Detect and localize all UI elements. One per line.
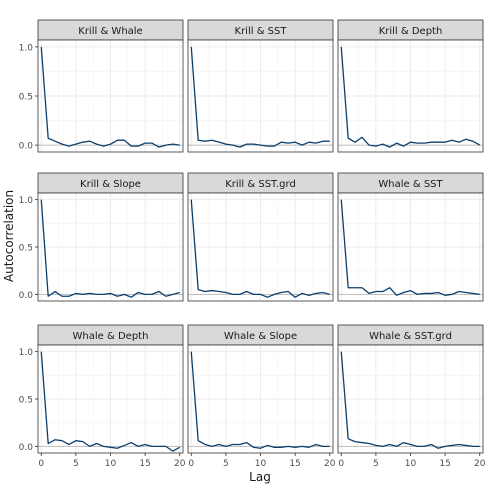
x-tick-label: 5	[223, 459, 229, 469]
y-tick-label: 0.0	[19, 443, 34, 453]
panel-border	[187, 192, 334, 302]
x-tick-label: 15	[289, 459, 300, 469]
series-line	[190, 46, 330, 148]
y-tick-label: 0.5	[19, 244, 33, 254]
panel-border	[187, 39, 334, 153]
y-tick-label: 0.0	[19, 142, 34, 152]
series-line	[340, 351, 480, 449]
x-axis-title: Lag	[249, 470, 271, 484]
facet-title: Whale & SST.grd	[369, 331, 452, 342]
facet-title: Krill & Whale	[78, 26, 142, 37]
x-tick-label: 20	[174, 459, 186, 469]
y-tick-label: 0.0	[19, 291, 34, 301]
series-line	[340, 46, 481, 148]
y-tick-label: 1.0	[19, 43, 34, 53]
x-tick-label: 5	[373, 459, 379, 469]
y-tick-label: 1.0	[19, 196, 34, 206]
series-line	[40, 46, 180, 148]
x-tick-label: 10	[405, 459, 417, 469]
facet-title: Krill & Depth	[379, 26, 443, 37]
series-line	[190, 199, 330, 298]
series-line	[190, 351, 330, 449]
x-tick-label: 0	[38, 459, 44, 469]
facet-title: Whale & SST	[378, 179, 443, 190]
x-tick-label: 15	[439, 459, 450, 469]
panel-border	[337, 192, 484, 302]
x-tick-label: 20	[474, 459, 486, 469]
facet-title: Krill & Slope	[80, 179, 141, 190]
x-tick-label: 10	[105, 459, 117, 469]
x-tick-label: 0	[188, 459, 194, 469]
facet-title: Whale & Depth	[73, 331, 149, 342]
series-line	[340, 199, 480, 296]
x-tick-label: 0	[338, 459, 344, 469]
x-tick-label: 20	[324, 459, 336, 469]
x-tick-label: 5	[73, 459, 79, 469]
y-axis-title: Autocorrelation	[2, 190, 16, 282]
x-tick-label: 10	[255, 459, 267, 469]
series-line	[40, 199, 180, 298]
y-tick-label: 1.0	[19, 348, 34, 358]
panel-border	[337, 39, 484, 153]
series-line	[40, 351, 181, 452]
facet-title: Whale & Slope	[224, 331, 297, 342]
facet-title: Krill & SST	[235, 26, 288, 37]
y-tick-label: 0.5	[19, 93, 33, 103]
x-tick-label: 15	[139, 459, 150, 469]
facet-title: Krill & SST.grd	[225, 179, 296, 190]
y-tick-label: 0.5	[19, 396, 33, 406]
